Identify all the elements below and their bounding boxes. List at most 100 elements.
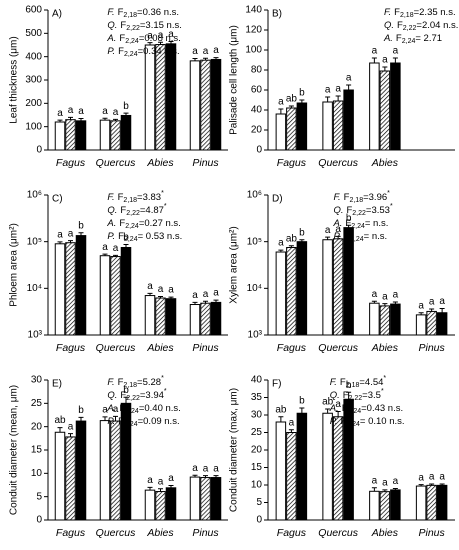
stat-annotation: F. F2,18=0.36 n.s. bbox=[107, 7, 179, 19]
significance-letter: a bbox=[113, 243, 119, 254]
significance-letter: a bbox=[335, 399, 341, 410]
degrees-freedom: 2,24 bbox=[348, 408, 362, 415]
y-axis-label: Phloem area (μm²) bbox=[9, 223, 20, 307]
group-label: F. bbox=[107, 192, 114, 203]
bar bbox=[120, 246, 132, 336]
stat-symbol: F bbox=[397, 20, 403, 31]
y-axis-label: Xylem area (μm²) bbox=[229, 226, 240, 303]
x-tick-label: Pinus bbox=[192, 342, 219, 354]
stat-symbol: F bbox=[346, 205, 352, 216]
x-tick-label: Pinus bbox=[418, 342, 445, 354]
x-tick-label: Quercus bbox=[96, 527, 136, 539]
panel-label: A) bbox=[52, 9, 62, 20]
bar bbox=[189, 60, 201, 151]
stat-value: =3.83 bbox=[137, 192, 161, 203]
y-tick-label: 10⁶ bbox=[27, 190, 42, 201]
bar bbox=[65, 119, 76, 151]
stat-symbol: F bbox=[120, 390, 126, 401]
bar bbox=[296, 102, 308, 151]
error-bar bbox=[382, 66, 388, 71]
panel-label: E) bbox=[52, 379, 62, 390]
significance-letter: ab bbox=[286, 233, 298, 244]
bar bbox=[165, 487, 177, 521]
stat-value: =0.09 n.s. bbox=[138, 416, 180, 427]
x-tick-label: Quercus bbox=[318, 527, 358, 539]
error-bar bbox=[192, 474, 198, 478]
bar bbox=[144, 44, 156, 151]
stat-annotation: Q. F2,22=2.04 n.s. bbox=[384, 20, 458, 32]
stat-value: =2.04 n.s. bbox=[416, 20, 458, 31]
error-bar bbox=[113, 415, 118, 422]
stat-annotation: A. F2,24=0.43 n.s. bbox=[329, 403, 403, 415]
x-tick-label: Pinus bbox=[418, 527, 445, 539]
bar bbox=[110, 120, 121, 151]
significance-letter: a bbox=[439, 472, 445, 483]
y-axis-label: Leaf thickness (μm) bbox=[9, 36, 20, 123]
significance-letter: a bbox=[346, 73, 352, 84]
error-bar bbox=[392, 301, 398, 305]
bar bbox=[189, 304, 201, 336]
error-bar bbox=[429, 308, 435, 312]
group-label: A. bbox=[106, 33, 116, 44]
bar bbox=[286, 107, 297, 151]
significance-letter: b bbox=[123, 385, 129, 396]
stat-annotation: Q. F2,22=3.53* bbox=[333, 203, 393, 217]
bar bbox=[75, 235, 87, 336]
stat-symbol: F bbox=[344, 231, 350, 242]
significance-letter: a bbox=[203, 46, 209, 57]
error-bar bbox=[371, 57, 377, 63]
bar bbox=[369, 490, 380, 521]
significance-letter: a bbox=[382, 291, 388, 302]
bar bbox=[65, 242, 76, 336]
stat-symbol: F bbox=[344, 192, 350, 203]
significance-letter: a bbox=[192, 463, 198, 474]
y-tick-label: 120 bbox=[245, 25, 262, 36]
bar bbox=[65, 436, 76, 521]
group-label: P. bbox=[330, 416, 338, 427]
y-tick-label: 0 bbox=[36, 515, 42, 526]
error-bar bbox=[158, 295, 163, 299]
error-bar bbox=[192, 301, 198, 305]
degrees-freedom: 2,24 bbox=[125, 408, 139, 415]
stat-value: =0.08 n.s. bbox=[139, 33, 181, 44]
x-tick-label: Quercus bbox=[318, 157, 358, 169]
significance-mark: * bbox=[161, 190, 164, 197]
significance-letter: a bbox=[213, 463, 219, 474]
bar bbox=[390, 303, 401, 336]
x-tick-label: Fagus bbox=[56, 157, 86, 169]
stat-value: = 0.10 n.s. bbox=[360, 416, 405, 427]
significance-letter: a bbox=[393, 476, 399, 487]
y-tick-label: 10⁴ bbox=[247, 283, 262, 294]
bar bbox=[155, 491, 166, 521]
error-bar bbox=[68, 433, 73, 437]
error-bar bbox=[158, 41, 163, 45]
significance-letter: a bbox=[325, 85, 331, 96]
y-axis-label: Palisade cell length (μm) bbox=[229, 25, 240, 135]
group-label: F. bbox=[107, 7, 114, 18]
y-tick-label: 140 bbox=[245, 5, 262, 16]
bar bbox=[110, 256, 121, 336]
significance-letter: a bbox=[57, 230, 63, 241]
significance-letter: b bbox=[123, 101, 129, 112]
bar bbox=[296, 412, 308, 521]
x-tick-label: Abies bbox=[146, 157, 174, 169]
x-tick-label: Fagus bbox=[277, 157, 307, 169]
bar bbox=[155, 297, 166, 336]
bar bbox=[379, 491, 391, 521]
y-tick-label: 35 bbox=[251, 392, 263, 403]
y-tick-label: 5 bbox=[256, 497, 262, 508]
bar bbox=[120, 114, 132, 151]
x-tick-label: Quercus bbox=[318, 342, 358, 354]
error-bar bbox=[168, 296, 174, 299]
bar bbox=[369, 302, 380, 336]
error-bar bbox=[158, 488, 163, 492]
error-bar bbox=[371, 487, 377, 492]
y-tick-label: 600 bbox=[25, 5, 42, 16]
group-label: P. bbox=[107, 231, 115, 242]
x-tick-label: Pinus bbox=[192, 157, 219, 169]
bar bbox=[332, 416, 344, 521]
significance-letter: b bbox=[78, 405, 84, 416]
significance-letter: a bbox=[168, 29, 174, 40]
error-bar bbox=[57, 427, 63, 433]
